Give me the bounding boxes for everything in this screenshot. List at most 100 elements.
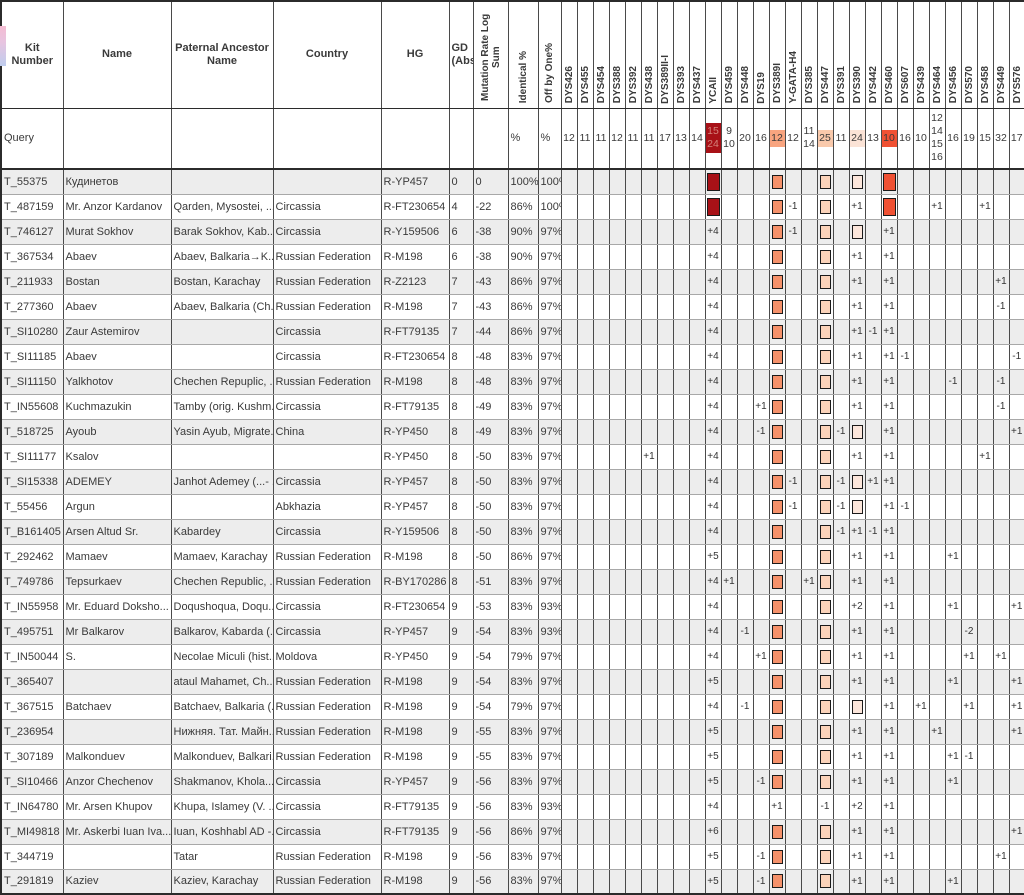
marker-diff-value: +1 — [851, 751, 862, 762]
marker-cell-y-gata-h4 — [785, 619, 801, 644]
col-header-ycaii: YCAII — [705, 1, 721, 108]
cell-off-by-one-pct: 97% — [538, 844, 561, 869]
marker-cell-dys460: +1 — [881, 219, 897, 244]
query-empty-cell — [273, 108, 381, 169]
marker-cell-dys426 — [561, 419, 577, 444]
marker-diff-value: +1 — [883, 776, 894, 787]
cell-kit-number: T_IN50044 — [1, 644, 63, 669]
marker-cell-dys442 — [865, 869, 881, 894]
marker-cell-dys389ii-i — [657, 394, 673, 419]
marker-diff-value: +1 — [851, 551, 862, 562]
marker-cell-y-gata-h4 — [785, 244, 801, 269]
marker-cell-dys460: +1 — [881, 569, 897, 594]
marker-cell-ycaii: +4 — [705, 569, 721, 594]
cell-kit-number: T_55375 — [1, 169, 63, 194]
cell-off-by-one-pct: 97% — [538, 344, 561, 369]
marker-cell-dys393 — [673, 419, 689, 444]
marker-match-box — [820, 200, 831, 214]
marker-cell-dys426 — [561, 394, 577, 419]
marker-cell-dys439 — [913, 319, 929, 344]
col-header-kit-number: Kit Number — [1, 1, 63, 108]
marker-cell-dys447 — [817, 219, 833, 244]
marker-cell-dys385 — [801, 519, 817, 544]
marker-cell-dys455 — [577, 419, 593, 444]
marker-cell-y-gata-h4 — [785, 869, 801, 894]
marker-cell-dys437 — [689, 819, 705, 844]
cell-mutation-rate-log-sum: -50 — [473, 494, 508, 519]
marker-cell-dys448 — [737, 769, 753, 794]
marker-cell-dys389i — [769, 294, 785, 319]
marker-cell-dys570: -1 — [961, 744, 977, 769]
marker-diff-value: +1 — [851, 726, 862, 737]
marker-match-box — [820, 700, 831, 714]
marker-cell-dys464 — [929, 419, 945, 444]
marker-diff-value: +1 — [851, 201, 862, 212]
marker-cell-dys438 — [641, 419, 657, 444]
marker-cell-dys389ii-i — [657, 544, 673, 569]
marker-cell-dys439 — [913, 594, 929, 619]
cell-gd: 0 — [449, 169, 473, 194]
rotated-label: DYS438 — [644, 66, 655, 107]
query-marker-cell-dys391: 11 — [833, 108, 849, 169]
marker-allele-value: 12 — [562, 132, 577, 145]
cell-paternal-ancestor: Chechen Republic, ... — [171, 569, 273, 594]
marker-cell-dys464 — [929, 569, 945, 594]
cell-identical-pct: 83% — [508, 669, 538, 694]
cell-paternal-ancestor: Malkonduev, Balkari... — [171, 744, 273, 769]
query-marker-value: 10 — [881, 130, 897, 147]
col-header-dys456: DYS456 — [945, 1, 961, 108]
marker-cell-dys437 — [689, 869, 705, 894]
marker-diff-value: +5 — [707, 551, 718, 562]
rotated-label: DYS19 — [756, 72, 767, 108]
marker-cell-dys459 — [721, 644, 737, 669]
query-marker-cell-dys458: 15 — [977, 108, 993, 169]
marker-cell-dys607 — [897, 194, 913, 219]
marker-cell-dys570: +1 — [961, 694, 977, 719]
cell-country: Russian Federation — [273, 869, 381, 894]
marker-diff-value: +4 — [707, 576, 718, 587]
marker-cell-dys464 — [929, 669, 945, 694]
marker-diff-value: +5 — [707, 726, 718, 737]
marker-cell-dys19 — [753, 794, 769, 819]
query-marker-value: 25 — [817, 130, 833, 147]
marker-cell-dys458 — [977, 594, 993, 619]
marker-cell-dys390 — [849, 219, 865, 244]
marker-diff-value: +1 — [883, 751, 894, 762]
marker-diff-value: -1 — [869, 526, 878, 537]
marker-cell-dys576 — [1009, 869, 1024, 894]
cell-country — [273, 444, 381, 469]
marker-cell-dys389ii-i — [657, 319, 673, 344]
marker-cell-dys449: +1 — [993, 844, 1009, 869]
marker-match-box — [772, 425, 783, 439]
marker-cell-dys389ii-i — [657, 819, 673, 844]
marker-cell-y-gata-h4 — [785, 769, 801, 794]
marker-cell-dys385: +1 — [801, 569, 817, 594]
cell-mutation-rate-log-sum: -56 — [473, 819, 508, 844]
cell-country: Circassia — [273, 819, 381, 844]
cell-name: Mr. Askerbi Iuan Iva... — [63, 819, 171, 844]
query-label-cell: Query — [1, 108, 63, 169]
marker-cell-dys460: +1 — [881, 344, 897, 369]
marker-cell-dys390: +1 — [849, 819, 865, 844]
marker-cell-dys438 — [641, 819, 657, 844]
rotated-label: Mutation Rate Log Sum — [480, 10, 502, 108]
cell-identical-pct: 90% — [508, 219, 538, 244]
cell-country: Russian Federation — [273, 544, 381, 569]
marker-allele-value: 11 — [834, 132, 849, 145]
marker-cell-dys454 — [593, 744, 609, 769]
marker-cell-dys388 — [609, 769, 625, 794]
marker-cell-dys19: -1 — [753, 844, 769, 869]
marker-cell-dys389i — [769, 644, 785, 669]
marker-cell-dys459 — [721, 244, 737, 269]
marker-cell-dys448 — [737, 544, 753, 569]
marker-cell-dys460: +1 — [881, 869, 897, 894]
marker-cell-dys459 — [721, 494, 737, 519]
marker-cell-dys426 — [561, 319, 577, 344]
cell-country: Circassia — [273, 794, 381, 819]
marker-cell-dys455 — [577, 494, 593, 519]
marker-cell-dys388 — [609, 244, 625, 269]
